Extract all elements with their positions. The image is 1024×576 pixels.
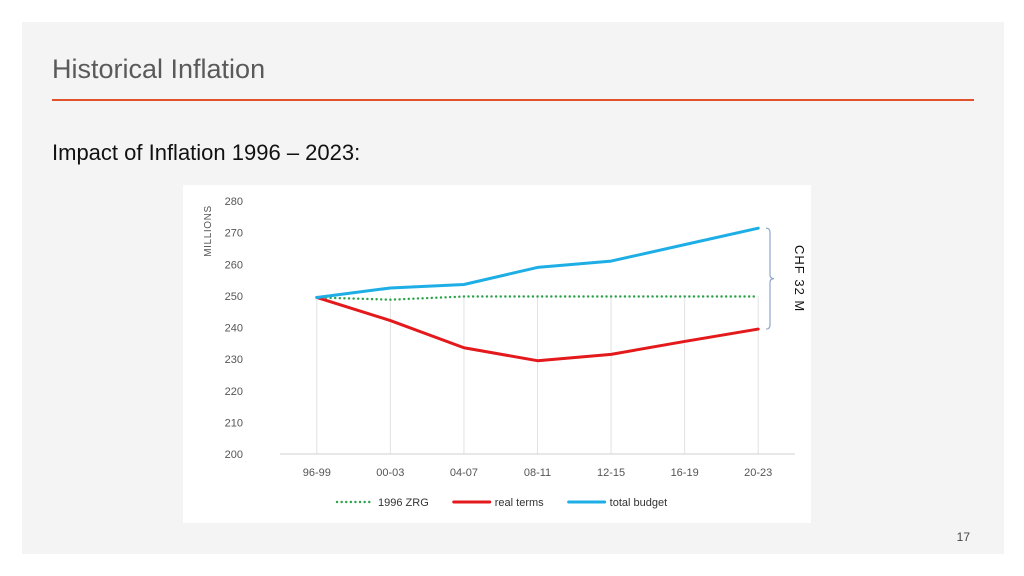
slide-title: Historical Inflation bbox=[52, 54, 266, 84]
series-line-1996-zrg bbox=[315, 295, 760, 301]
y-tick-label: 280 bbox=[225, 196, 243, 208]
legend-item: real terms bbox=[452, 497, 544, 509]
series-layer bbox=[315, 226, 760, 363]
legend-label: total budget bbox=[610, 497, 668, 509]
y-tick-label: 210 bbox=[225, 417, 243, 429]
page-number: 17 bbox=[956, 530, 970, 544]
legend-label: real terms bbox=[495, 497, 544, 509]
y-tick-label: 240 bbox=[225, 323, 243, 335]
x-tick-label: 08-11 bbox=[524, 467, 551, 479]
annotation-layer: CHF 32 M bbox=[765, 227, 807, 330]
x-tick-label: 20-23 bbox=[744, 467, 772, 479]
x-tick-label: 96-99 bbox=[303, 467, 331, 479]
series-line-total-budget bbox=[315, 226, 760, 299]
legend-label: 1996 ZRG bbox=[378, 497, 429, 509]
inflation-chart: 200 210 220 230 240 250 260 270 280 MILLIONS 96-99… bbox=[183, 185, 811, 523]
y-tick-label: 260 bbox=[225, 259, 243, 271]
y-tick-label: 200 bbox=[225, 449, 243, 461]
x-tick-label: 04-07 bbox=[450, 467, 478, 479]
x-tick-label: 16-19 bbox=[671, 467, 699, 479]
annotation-label: CHF 32 M bbox=[792, 245, 807, 312]
legend-item: total budget bbox=[567, 497, 668, 509]
chart-svg: 200 210 220 230 240 250 260 270 280 MILLIONS 96-99… bbox=[203, 196, 807, 509]
legend-layer: 1996 ZRG real terms total budget bbox=[335, 497, 668, 509]
y-axis-label: MILLIONS bbox=[203, 205, 214, 256]
y-tick-label: 220 bbox=[225, 386, 243, 398]
grid-layer bbox=[316, 295, 759, 454]
y-tick-label: 250 bbox=[225, 291, 243, 303]
slide-subtitle: Impact of Inflation 1996 – 2023: bbox=[52, 140, 361, 165]
y-tick-label: 270 bbox=[225, 228, 243, 240]
annotation-brace bbox=[765, 227, 775, 330]
y-tick-label: 230 bbox=[225, 354, 243, 366]
x-tick-label: 00-03 bbox=[376, 467, 404, 479]
axis-layer: 200 210 220 230 240 250 260 270 280 MILLIONS 96-99… bbox=[203, 196, 795, 479]
slide: Historical Inflation Impact of Inflation… bbox=[22, 22, 1004, 554]
x-tick-label: 12-15 bbox=[597, 467, 625, 479]
series-line-real-terms bbox=[315, 295, 760, 363]
title-underline bbox=[52, 99, 974, 101]
legend-item: 1996 ZRG bbox=[335, 497, 429, 509]
